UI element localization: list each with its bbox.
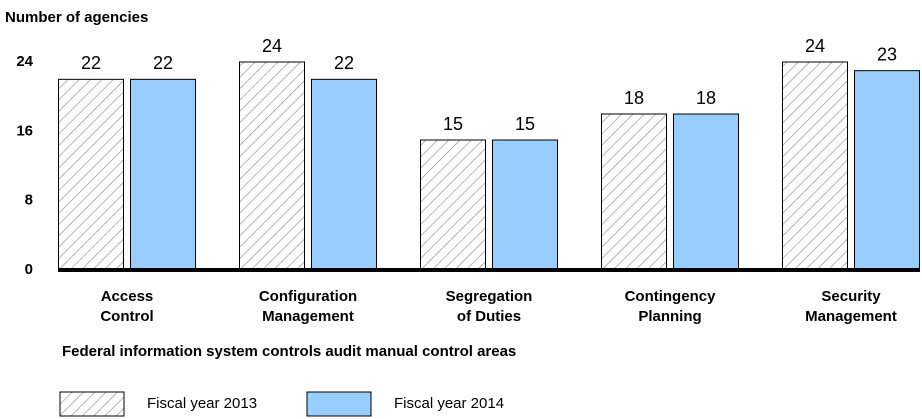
y-tick-label: 8 bbox=[25, 192, 33, 209]
bar bbox=[130, 78, 196, 271]
data-label: 24 bbox=[805, 36, 825, 56]
data-label: 15 bbox=[443, 114, 463, 134]
x-tick-label: Security Management bbox=[805, 288, 897, 325]
bar bbox=[492, 139, 558, 271]
bar bbox=[420, 139, 486, 271]
data-label: 18 bbox=[696, 88, 716, 108]
bar bbox=[311, 78, 377, 271]
data-label: 22 bbox=[334, 53, 354, 73]
y-tick-label: 0 bbox=[25, 261, 33, 278]
legend-label: Fiscal year 2014 bbox=[394, 395, 504, 412]
x-tick-label: Contingency Planning bbox=[625, 288, 716, 325]
bar bbox=[782, 61, 848, 271]
bar bbox=[673, 113, 739, 271]
legend-swatch bbox=[59, 391, 125, 417]
bar bbox=[239, 61, 305, 271]
y-tick-label: 16 bbox=[16, 122, 33, 139]
x-tick-label: Access Control bbox=[100, 288, 153, 325]
legend-swatch bbox=[306, 391, 372, 417]
data-label: 23 bbox=[877, 44, 897, 64]
data-label: 22 bbox=[81, 53, 101, 73]
bar bbox=[58, 78, 124, 271]
chart-title: Number of agencies bbox=[5, 9, 148, 26]
bar bbox=[601, 113, 667, 271]
data-label: 24 bbox=[262, 36, 282, 56]
x-tick-label: Configuration Management bbox=[259, 288, 357, 325]
x-tick-label: Segregation of Duties bbox=[446, 288, 533, 325]
y-tick-label: 24 bbox=[16, 53, 33, 70]
data-label: 15 bbox=[515, 114, 535, 134]
legend-label: Fiscal year 2013 bbox=[147, 395, 257, 412]
x-axis-label: Federal information system controls audi… bbox=[62, 343, 516, 360]
data-label: 22 bbox=[153, 53, 173, 73]
data-label: 18 bbox=[624, 88, 644, 108]
bar bbox=[854, 70, 920, 271]
